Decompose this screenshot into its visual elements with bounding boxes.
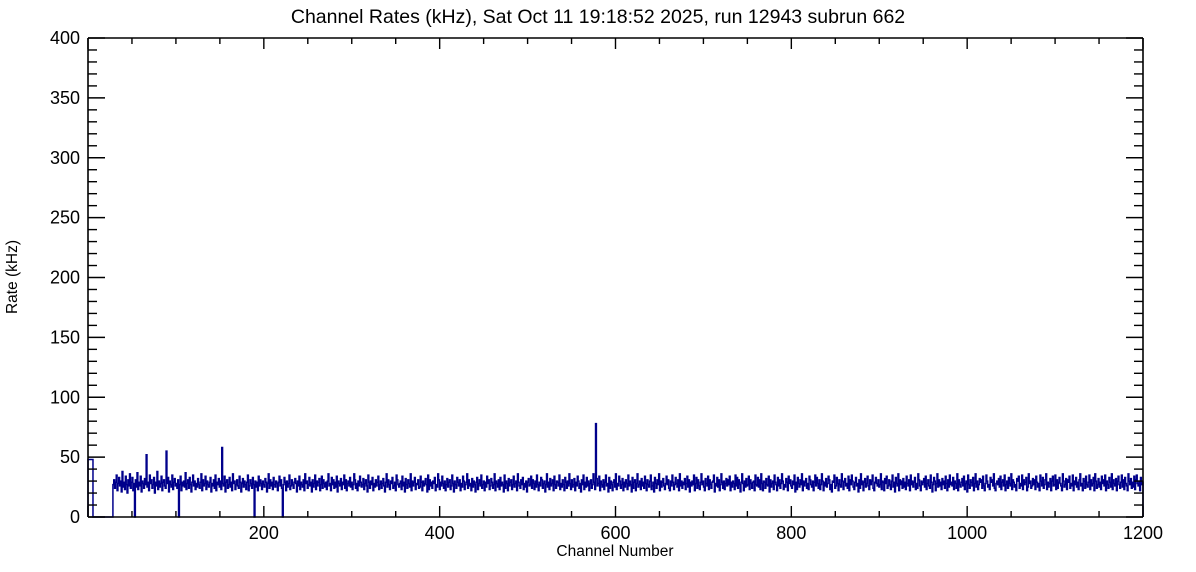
x-tick-label: 1000	[947, 523, 987, 543]
plot-background	[88, 38, 1143, 517]
y-axis-title: Rate (kHz)	[4, 240, 21, 314]
y-tick-label: 0	[70, 507, 80, 527]
y-tick-label: 50	[60, 447, 80, 467]
plot-frame	[87, 37, 1144, 518]
y-tick-label: 300	[50, 148, 80, 168]
histogram-series	[87, 422, 1144, 518]
y-tick-label: 250	[50, 208, 80, 228]
x-tick-label: 600	[600, 523, 630, 543]
axis-tick-labels: 200 400 600 800 1000 1200 0 50 100 150 200 250 300 35…	[50, 28, 1163, 543]
x-tick-label: 200	[249, 523, 279, 543]
y-tick-label: 350	[50, 88, 80, 108]
x-axis-title: Channel Number	[556, 543, 673, 560]
axis-ticks	[87, 37, 1144, 518]
y-tick-label: 200	[50, 268, 80, 288]
y-tick-label: 150	[50, 327, 80, 347]
histogram-outline	[87, 422, 1144, 518]
chart-title: Channel Rates (kHz), Sat Oct 11 19:18:52…	[290, 6, 906, 28]
y-tick-label: 400	[50, 28, 80, 48]
x-tick-label: 1200	[1123, 523, 1163, 543]
x-tick-label: 400	[425, 523, 455, 543]
x-tick-label: 800	[776, 523, 806, 543]
y-tick-label: 100	[50, 387, 80, 407]
